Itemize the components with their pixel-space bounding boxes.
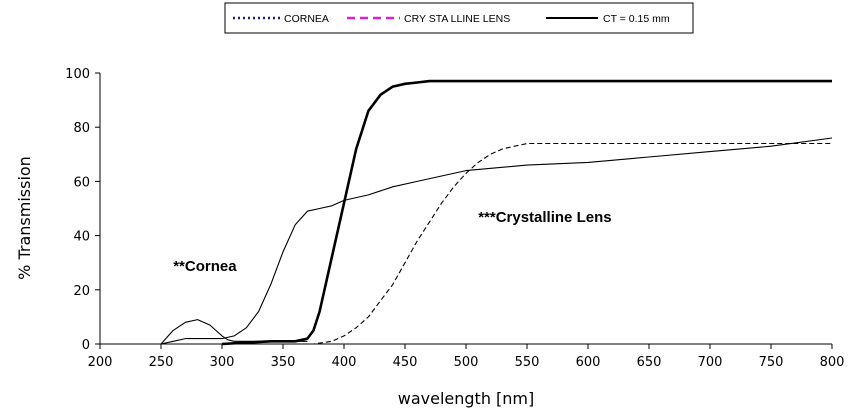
- x-tick-label: 800: [820, 355, 845, 370]
- x-tick-label: 750: [759, 355, 784, 370]
- x-tick-label: 700: [698, 355, 723, 370]
- legend-label-ct: CT = 0.15 mm: [603, 13, 670, 25]
- x-tick-label: 250: [149, 355, 174, 370]
- annotation-crystalline-lens: ***Crystalline Lens: [478, 209, 611, 226]
- x-tick-label: 550: [515, 355, 540, 370]
- legend-label-crystalline-lens: CRY STA LLINE LENS: [404, 13, 510, 25]
- legend-label-cornea: CORNEA: [284, 13, 329, 25]
- y-tick-label: 0: [82, 338, 90, 353]
- series-line-crystalline-lens: [222, 142, 832, 345]
- axis-ticks: 0 20 40 60 80 100 200 250 300 350 400 450 500 550 600 6…: [65, 67, 844, 370]
- y-tick-label: 80: [73, 121, 90, 136]
- series-line-ct: [221, 79, 832, 346]
- y-axis-title: % Transmission: [15, 156, 34, 280]
- series-line-cornea: [160, 137, 833, 345]
- x-tick-label: 400: [332, 355, 357, 370]
- x-tick-label: 200: [88, 355, 113, 370]
- annotation-cornea: **Cornea: [173, 258, 237, 275]
- x-tick-label: 500: [454, 355, 479, 370]
- x-tick-label: 350: [271, 355, 296, 370]
- y-tick-label: 60: [73, 175, 90, 190]
- x-tick-label: 450: [393, 355, 418, 370]
- legend-box: [224, 2, 694, 34]
- series-lines: [160, 79, 833, 346]
- x-tick-label: 650: [637, 355, 662, 370]
- x-axis-title: wavelength [nm]: [398, 389, 535, 408]
- y-tick-label: 40: [73, 230, 90, 245]
- x-tick-label: 300: [210, 355, 235, 370]
- legend: CORNEA CRY STA LLINE LENS CT = 0.15 mm: [224, 2, 694, 34]
- x-tick-label: 600: [576, 355, 601, 370]
- annotations: **Cornea ***Crystalline Lens: [173, 209, 611, 275]
- y-tick-label: 100: [65, 67, 90, 82]
- y-tick-label: 20: [73, 284, 90, 299]
